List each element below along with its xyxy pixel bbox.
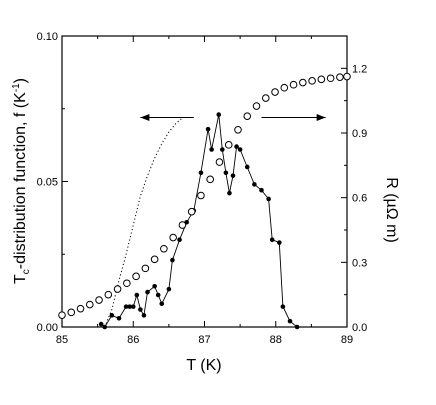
series-layer: [58, 72, 351, 330]
r-data-point: [336, 73, 344, 81]
r-data-point: [280, 83, 289, 92]
f-data-point: [134, 292, 140, 298]
f-data-point: [198, 170, 204, 176]
f-data-point: [266, 196, 271, 202]
f-data-point: [227, 190, 232, 196]
y-left-tick-label: 0.00: [37, 322, 58, 334]
r-data-point: [95, 296, 103, 304]
r-data-point: [58, 311, 66, 319]
f-data-point: [123, 304, 129, 309]
y-left-title-sup: -1: [11, 83, 22, 92]
f-data-point: [170, 257, 175, 263]
f-data-point: [98, 321, 104, 327]
r-data-point: [234, 125, 242, 134]
r-data-point: [160, 244, 168, 253]
f-data-point: [252, 182, 257, 187]
r-data-point: [85, 300, 94, 309]
x-tick-label: 87: [198, 334, 210, 346]
f-data-point: [130, 304, 136, 309]
f-data-point: [141, 313, 147, 318]
f-data-point: [223, 170, 229, 176]
r-data-point: [178, 221, 187, 229]
x-tick-label: 89: [341, 334, 353, 346]
y-left-title-post: ): [12, 78, 29, 83]
y-left-title-mid: -distribution function, f (K: [12, 92, 29, 269]
f-data-point: [287, 318, 293, 324]
f-data-point: [166, 286, 172, 292]
f-data-point: [138, 307, 143, 312]
x-tick-label: 86: [127, 334, 139, 346]
r-data-point: [289, 80, 298, 89]
y-left-title-pre: T: [12, 274, 29, 284]
f-data-point: [230, 173, 236, 178]
r-data-point: [197, 191, 205, 200]
r-data-point: [141, 264, 150, 273]
y-right-tick-label: 0.9: [352, 128, 367, 140]
r-data-point: [252, 102, 261, 110]
r-data-point: [67, 308, 76, 317]
r-data-point: [326, 74, 335, 83]
f-data-point: [234, 144, 239, 149]
r-data-point: [224, 141, 233, 149]
r-data-point: [187, 207, 196, 216]
f-data-point: [280, 304, 286, 309]
f-data-point: [205, 126, 211, 132]
arrow-left-head: [140, 113, 150, 121]
r-data-point: [343, 72, 351, 81]
f-data-point: [220, 147, 225, 152]
x-axis-title: T (K): [186, 357, 221, 374]
r-data-point: [308, 77, 316, 85]
x-tick-label: 88: [270, 334, 282, 346]
f-data-point: [269, 237, 275, 242]
f-data-point: [209, 147, 214, 152]
y-left-axis-title: Tc-distribution function, f (K-1): [11, 78, 32, 284]
y-left-title-sub: c: [21, 269, 32, 274]
r-data-point: [113, 285, 122, 293]
f-data-point: [294, 324, 300, 330]
y-right-tick-label: 0.3: [352, 257, 367, 269]
r-data-point: [123, 279, 131, 288]
f-data-point: [145, 289, 150, 295]
f-data-point: [109, 313, 115, 318]
r-data-point: [299, 78, 307, 87]
f-data-point: [152, 283, 157, 289]
f-data-point: [244, 164, 250, 170]
f-data-point: [116, 315, 122, 321]
f-series-line: [100, 114, 298, 328]
y-left-tick-label: 0.10: [37, 31, 58, 43]
f-data-point: [127, 304, 132, 309]
axis-tick-labels: 85 86 87 88 89 0.00 0.05 0.10 0.0 0.3 0.6 0.9 1.2: [37, 31, 368, 346]
y-right-axis-title: R (µΩ m): [383, 177, 400, 243]
f-data-point: [277, 240, 282, 245]
axis-ticks: [61, 35, 348, 328]
f-data-point: [159, 301, 165, 307]
f-data-point: [216, 112, 222, 117]
r-data-point: [206, 175, 214, 184]
y-right-tick-label: 1.2: [352, 63, 367, 75]
r-data-point: [150, 255, 159, 264]
f-data-point: [237, 147, 243, 152]
r-data-point: [271, 88, 279, 96]
x-tick-label: 85: [56, 334, 68, 346]
f-data-point: [102, 324, 108, 330]
y-right-tick-label: 0.0: [352, 322, 367, 334]
y-left-tick-label: 0.05: [37, 177, 58, 189]
r-data-point: [317, 75, 326, 84]
f-data-point: [177, 237, 182, 242]
r-data-point: [76, 304, 85, 313]
dotted-curve: [104, 117, 191, 328]
y-right-tick-label: 0.6: [352, 193, 367, 205]
r-data-point: [243, 112, 252, 120]
f-data-point: [259, 187, 264, 193]
arrow-annotations: [140, 113, 326, 121]
arrow-right-head: [316, 113, 326, 121]
r-data-point: [104, 290, 113, 299]
r-data-point: [169, 233, 177, 242]
r-data-point: [261, 94, 270, 102]
r-data-point: [215, 158, 224, 166]
r-data-point: [132, 272, 140, 281]
f-data-point: [155, 292, 161, 298]
